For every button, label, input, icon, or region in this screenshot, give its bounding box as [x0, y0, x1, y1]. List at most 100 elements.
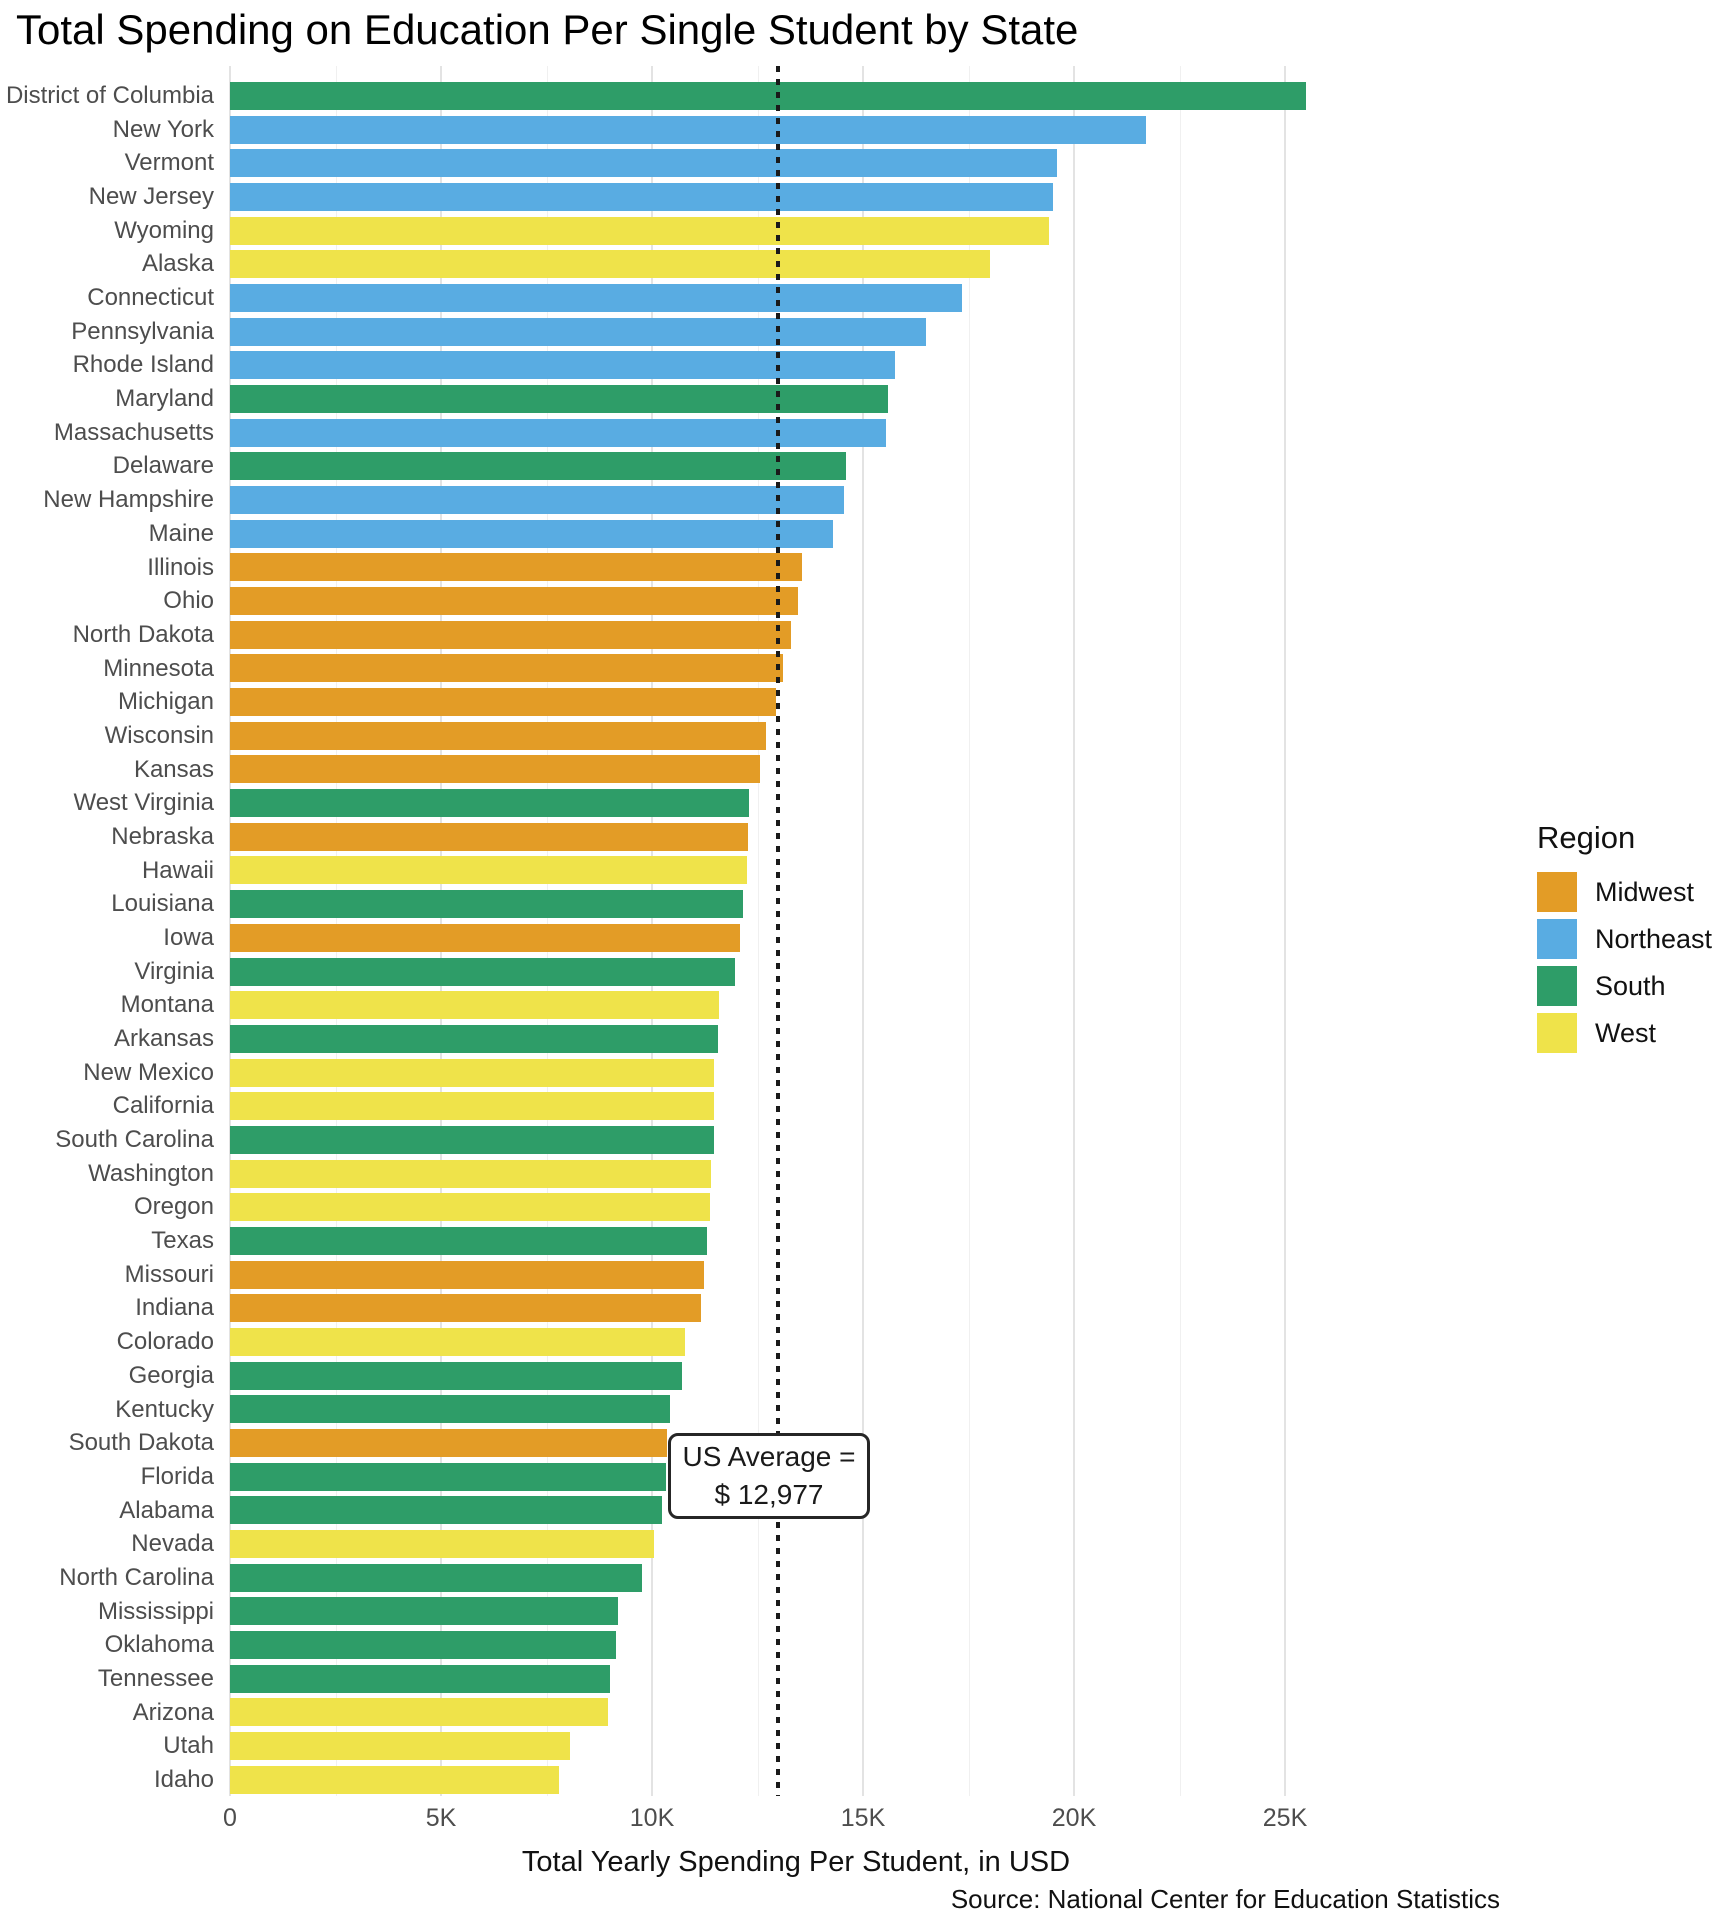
bar: [230, 1024, 719, 1053]
y-axis-label: South Dakota: [68, 1429, 214, 1457]
us-average-annotation: US Average = $ 12,977: [668, 1433, 870, 1519]
legend-item-midwest: Midwest: [1537, 872, 1712, 912]
bar: [230, 1395, 670, 1424]
y-axis-label: South Carolina: [55, 1126, 214, 1154]
y-axis-label: Alabama: [119, 1496, 214, 1524]
bar: [230, 1294, 702, 1323]
bar: [230, 1429, 668, 1458]
gridline-minor: [757, 66, 759, 1796]
bar: [230, 149, 1058, 178]
y-axis-label: Hawaii: [141, 856, 214, 884]
y-axis-label: Washington: [88, 1159, 214, 1187]
bar: [230, 182, 1053, 211]
gridline-minor: [968, 66, 970, 1796]
y-axis-label: New Jersey: [88, 183, 214, 211]
bar: [230, 115, 1146, 144]
y-axis-label: Georgia: [128, 1361, 214, 1389]
y-axis-label: Colorado: [116, 1328, 214, 1356]
y-axis-label: Virginia: [134, 957, 214, 985]
legend-title: Region: [1537, 820, 1636, 855]
bar: [230, 1361, 683, 1390]
bar: [230, 1664, 610, 1693]
y-axis-label: Wisconsin: [104, 721, 214, 749]
legend-label: South: [1595, 970, 1666, 1001]
y-axis-label: Massachusetts: [53, 418, 214, 446]
y-axis-label: Indiana: [135, 1294, 214, 1322]
y-axis-label: Texas: [151, 1227, 214, 1255]
bar: [230, 721, 766, 750]
y-axis-label: Nevada: [131, 1530, 214, 1558]
y-axis-label: Missouri: [124, 1260, 214, 1288]
legend-item-west: West: [1537, 1013, 1712, 1053]
legend-item-south: South: [1537, 966, 1712, 1006]
x-axis-tick-label: 5K: [425, 1804, 457, 1832]
bar: [230, 452, 847, 481]
bar: [230, 1092, 715, 1121]
bar: [230, 654, 783, 683]
bar: [230, 1732, 570, 1761]
y-axis-label: Rhode Island: [72, 351, 214, 379]
legend-label: Midwest: [1595, 876, 1695, 907]
bar: [230, 991, 720, 1020]
bar: [230, 1698, 608, 1727]
y-axis-label: Vermont: [124, 149, 214, 177]
y-axis-label: District of Columbia: [5, 82, 214, 109]
bar: [230, 1597, 618, 1626]
y-axis-label: West Virginia: [73, 789, 214, 817]
y-axis-label: Delaware: [112, 452, 214, 480]
x-axis-tick-label: 25K: [1262, 1804, 1308, 1832]
bar: [230, 1563, 643, 1592]
y-axis-label: Maine: [148, 519, 214, 547]
legend-swatch-northeast: [1537, 919, 1577, 959]
y-axis-label: New Mexico: [83, 1058, 214, 1086]
x-axis-tick-label: 20K: [1051, 1804, 1097, 1832]
x-axis-tick-label: 0: [223, 1804, 237, 1832]
bar: [230, 384, 889, 413]
y-axis-label: North Carolina: [59, 1563, 214, 1591]
us-average-annotation-line1: US Average =: [682, 1441, 856, 1473]
bar: [230, 688, 777, 717]
y-axis-label: Alaska: [141, 250, 214, 278]
y-axis-label: Connecticut: [87, 284, 214, 312]
bar: [230, 1125, 714, 1154]
bar: [230, 1530, 655, 1559]
x-axis-tick-label: 15K: [840, 1804, 886, 1832]
x-axis-title: Total Yearly Spending Per Student, in US…: [521, 1846, 1071, 1878]
bar: [230, 216, 1049, 245]
y-axis-label: Illinois: [147, 553, 214, 581]
bar: [230, 620, 792, 649]
y-axis-label: Kansas: [133, 755, 214, 783]
bar: [230, 1260, 705, 1289]
y-axis-label: Louisiana: [111, 890, 214, 918]
y-axis-label: New York: [112, 115, 214, 143]
bar: [230, 890, 743, 919]
bar: [230, 1226, 707, 1255]
legend-swatch-midwest: [1537, 872, 1577, 912]
bar: [230, 283, 963, 312]
bar: [230, 81, 1307, 110]
bar: [230, 351, 895, 380]
y-axis-label: Oklahoma: [104, 1631, 214, 1659]
y-axis-label: Tennessee: [97, 1664, 214, 1692]
chart-panel: US Average = $ 12,977: [229, 66, 1362, 1796]
y-axis-label: Nebraska: [111, 822, 214, 850]
bar: [230, 1058, 715, 1087]
legend-label: Northeast: [1595, 923, 1713, 954]
y-axis-label: Michigan: [117, 688, 214, 716]
bar: [230, 1765, 560, 1794]
y-axis-label: Maryland: [115, 385, 214, 413]
y-axis-label: California: [112, 1092, 214, 1120]
bar: [230, 317, 927, 346]
y-axis-label: Florida: [140, 1462, 214, 1490]
bar: [230, 789, 750, 818]
bar: [230, 856, 748, 885]
bar: [230, 519, 834, 548]
bar: [230, 1328, 685, 1356]
y-axis-label: Idaho: [153, 1766, 214, 1793]
bar: [230, 553, 802, 582]
bar: [230, 957, 736, 986]
page-title: Total Spending on Education Per Single S…: [16, 6, 1079, 53]
x-axis-tick-label: 10K: [629, 1804, 675, 1832]
y-axis-label: North Dakota: [72, 620, 214, 648]
